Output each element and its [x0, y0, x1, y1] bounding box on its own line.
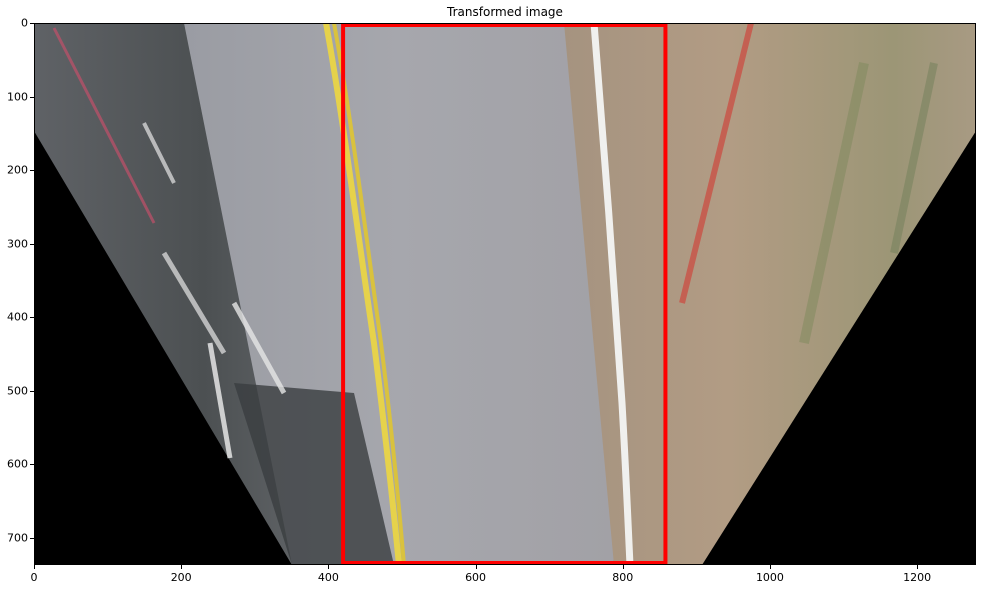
y-tick-mark [30, 243, 34, 245]
x-tick-label: 200 [170, 571, 192, 584]
y-tick-label: 0 [21, 16, 28, 30]
x-tick-mark [622, 565, 624, 569]
y-tick-mark [30, 537, 34, 539]
x-tick-label: 400 [317, 571, 339, 584]
red-pole [679, 23, 754, 304]
y-tick-label: 700 [7, 531, 28, 545]
y-tick-label: 400 [7, 310, 28, 324]
x-tick-mark [328, 565, 330, 569]
yellow-lane-line [323, 23, 402, 565]
y-tick-mark [30, 23, 34, 24]
y-tick-label: 200 [7, 163, 28, 177]
y-tick-label: 100 [7, 90, 28, 104]
image-axes [34, 23, 976, 565]
roi-rectangle [341, 23, 668, 565]
x-tick-mark [181, 565, 183, 569]
y-tick-label: 500 [7, 384, 28, 398]
x-tick-mark [917, 565, 919, 569]
plot-title: Transformed image [447, 5, 563, 19]
x-tick-mark [769, 565, 771, 569]
white-edge-line [590, 23, 634, 565]
y-tick-mark [30, 317, 34, 319]
x-tick-label: 0 [30, 571, 38, 584]
x-tick-mark [475, 565, 477, 569]
y-tick-mark [30, 464, 34, 466]
x-tick-label: 1000 [755, 571, 784, 584]
y-tick-label: 300 [7, 237, 28, 251]
y-tick-mark [30, 390, 34, 392]
x-tick-label: 1200 [903, 571, 932, 584]
y-tick-mark [30, 96, 34, 98]
dark-asphalt-patch [234, 383, 394, 565]
y-tick-mark [30, 170, 34, 172]
x-tick-label: 800 [612, 571, 634, 584]
y-tick-label: 600 [7, 457, 28, 471]
x-tick-mark [34, 565, 35, 569]
x-tick-label: 600 [465, 571, 487, 584]
warped-road-image [34, 23, 976, 565]
